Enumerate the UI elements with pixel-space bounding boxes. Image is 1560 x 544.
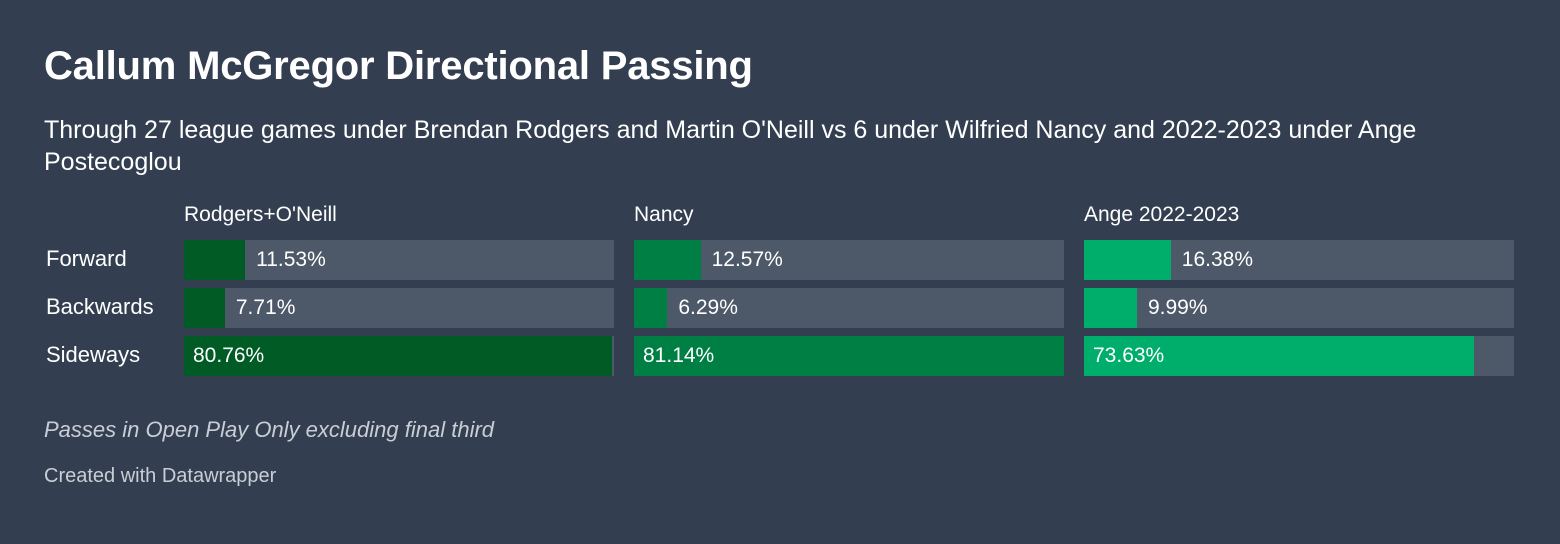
bar-track: 9.99% (1084, 288, 1514, 328)
bar-fill (184, 288, 225, 328)
bar-fill (184, 240, 246, 280)
bar-track: 7.71% (184, 288, 614, 328)
chart-subtitle: Through 27 league games under Brendan Ro… (44, 116, 1417, 176)
bar-fill (634, 336, 1064, 376)
column-header-2: Ange 2022-2023 (1084, 203, 1240, 226)
bar-track: 81.14% (634, 336, 1064, 376)
bar-fill (1084, 336, 1475, 376)
bar-fill (634, 288, 668, 328)
bar-track: 73.63% (1084, 336, 1514, 376)
datawrapper-credit: Created with Datawrapper (44, 465, 277, 487)
data-label: 73.63% (1093, 344, 1165, 367)
bar-track: 6.29% (634, 288, 1064, 328)
data-label: 6.29% (678, 296, 738, 319)
bar-track: 80.76% (184, 336, 614, 376)
column-header-0: Rodgers+O'Neill (184, 203, 337, 226)
data-label: 16.38% (1181, 248, 1254, 271)
data-label: 11.53% (256, 248, 326, 271)
bar-track: 16.38% (1084, 240, 1514, 280)
bar-fill (1084, 240, 1171, 280)
bar-track: 11.53% (184, 240, 614, 280)
row-label-backwards: Backwards (46, 294, 154, 319)
bar-track: 12.57% (634, 240, 1064, 280)
bar-fill (634, 240, 701, 280)
column-header-1: Nancy (634, 203, 694, 226)
chart-title: Callum McGregor Directional Passing (44, 44, 753, 88)
data-label: 7.71% (235, 296, 296, 319)
data-label: 81.14% (643, 344, 715, 367)
row-label-forward: Forward (46, 246, 127, 271)
data-label: 80.76% (193, 344, 265, 367)
bar-fill (1084, 288, 1137, 328)
bar-fill (184, 336, 612, 376)
chart-note: Passes in Open Play Only excluding final… (44, 417, 495, 442)
data-label: 12.57% (711, 248, 783, 271)
data-label: 9.99% (1147, 296, 1208, 319)
row-label-sideways: Sideways (46, 342, 141, 367)
